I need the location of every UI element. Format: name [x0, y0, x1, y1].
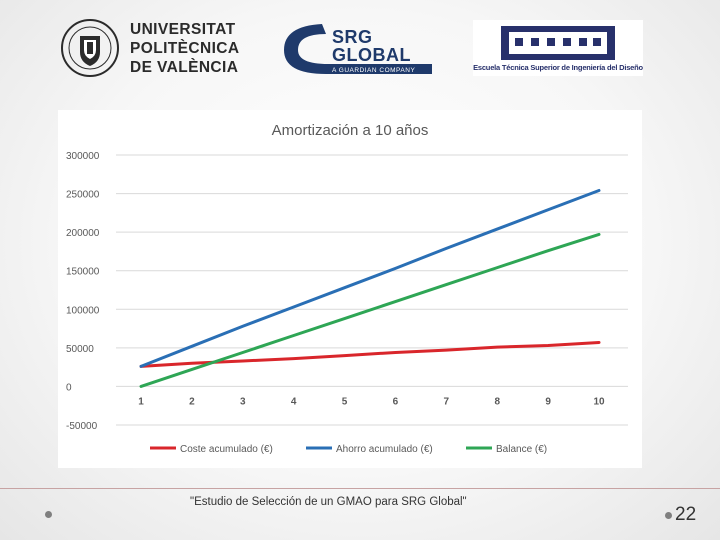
- srg-tagline: A GUARDIAN COMPANY: [332, 67, 416, 74]
- footer-caption: "Estudio de Selección de un GMAO para SR…: [190, 496, 467, 508]
- srg-name: SRG GLOBAL: [332, 28, 411, 64]
- etsid-logo: Escuela Técnica Superior de Ingeniería d…: [473, 20, 643, 76]
- legend-label: Coste acumulado (€): [180, 444, 273, 455]
- x-tick-label: 10: [593, 396, 605, 407]
- y-tick-label: 0: [66, 382, 72, 393]
- legend-label: Balance (€): [496, 444, 547, 455]
- etsid-name: Escuela Técnica Superior de Ingeniería d…: [473, 63, 643, 72]
- footer-divider: [0, 488, 720, 489]
- chart-svg: Amortización a 10 años 30000025000020000…: [66, 122, 628, 455]
- x-tick-label: 2: [189, 396, 195, 407]
- upv-wordmark: UNIVERSITAT POLITÈCNICA DE VALÈNCIA: [130, 20, 239, 77]
- footer-bullet-left: [45, 511, 52, 518]
- y-tick-label: 150000: [66, 267, 100, 278]
- y-tick-label: 300000: [66, 151, 100, 162]
- upv-logo: UNIVERSITAT POLITÈCNICA DE VALÈNCIA: [60, 16, 255, 80]
- legend-label: Ahorro acumulado (€): [336, 444, 433, 455]
- y-tick-label: 200000: [66, 228, 100, 239]
- etsid-building-icon: [501, 26, 615, 60]
- page-number: 22: [675, 504, 697, 525]
- x-tick-label: 6: [393, 396, 399, 407]
- chart-title: Amortización a 10 años: [272, 122, 429, 139]
- srg-name-line-1: SRG: [332, 27, 373, 47]
- y-tick-label: 50000: [66, 344, 94, 355]
- srg-swoosh-icon: [284, 24, 432, 74]
- upv-seal-icon: [61, 19, 119, 77]
- srg-global-logo: SRG GLOBAL A GUARDIAN COMPANY: [282, 20, 437, 78]
- x-tick-label: 1: [138, 396, 144, 407]
- x-tick-label: 4: [291, 396, 297, 407]
- upv-line-3: DE VALÈNCIA: [130, 59, 239, 76]
- x-tick-label: 8: [494, 396, 500, 407]
- series-line-ahorro: [139, 188, 601, 368]
- y-tick-label: 100000: [66, 305, 100, 316]
- upv-line-1: UNIVERSITAT: [130, 21, 236, 38]
- amortization-chart: Amortización a 10 años 300000 250000 20000…: [58, 110, 642, 468]
- x-tick-label: 3: [240, 396, 246, 407]
- footer-bullet-right: [665, 512, 672, 519]
- y-tick-label: 250000: [66, 190, 100, 201]
- x-tick-label: 9: [545, 396, 551, 407]
- x-tick-label: 5: [342, 396, 348, 407]
- upv-line-2: POLITÈCNICA: [130, 40, 240, 57]
- srg-name-line-2: GLOBAL: [332, 45, 411, 65]
- x-tick-label: 7: [444, 396, 450, 407]
- y-tick-label: -50000: [66, 421, 98, 432]
- series-line-balance: [139, 232, 601, 388]
